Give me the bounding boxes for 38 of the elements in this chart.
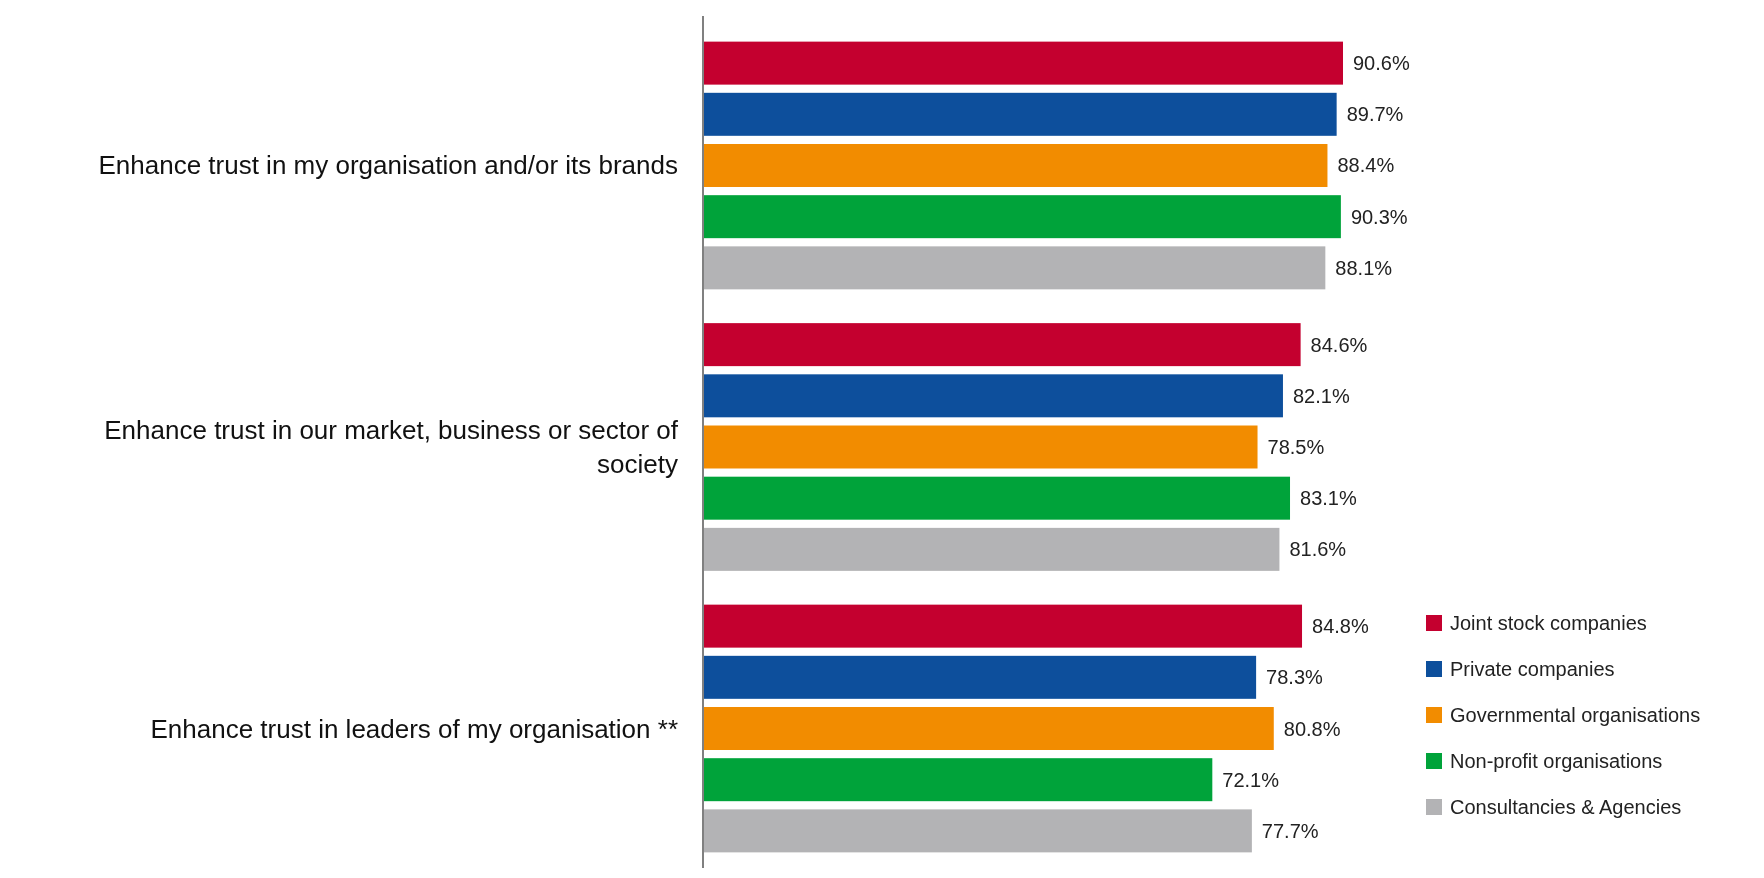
data-label: 77.7% — [1261, 819, 1319, 842]
data-label: 82.1% — [1292, 384, 1350, 407]
data-label: 90.6% — [1353, 52, 1410, 75]
data-label: 89.7% — [1346, 103, 1404, 126]
data-label: 88.4% — [1337, 154, 1395, 177]
legend-label: Private companies — [1450, 658, 1615, 680]
legend-label: Joint stock companies — [1450, 612, 1647, 634]
data-label: 88.1% — [1335, 256, 1393, 279]
bar — [703, 323, 1301, 367]
data-label: 84.6% — [1310, 333, 1368, 356]
bar — [703, 195, 1341, 239]
bar — [703, 92, 1337, 136]
bar — [703, 246, 1326, 290]
y-tick-label: Enhance trust in leaders of my organisation ** — [150, 713, 678, 744]
bar — [703, 41, 1343, 85]
bar — [703, 476, 1291, 520]
data-label: 90.3% — [1350, 205, 1408, 228]
legend-label: Non-profit organisations — [1450, 750, 1663, 772]
bar — [703, 655, 1257, 699]
y-tick-label: Enhance trust in our market, business or sector of society — [104, 415, 679, 479]
legend-label: Governmental organisations — [1450, 704, 1701, 726]
bar — [703, 758, 1213, 802]
data-label: 81.6% — [1289, 538, 1347, 561]
data-label: 78.5% — [1267, 436, 1325, 458]
bar — [703, 809, 1252, 853]
bar — [703, 527, 1280, 571]
data-label: 80.8% — [1283, 717, 1341, 740]
data-label: 84.8% — [1312, 615, 1369, 638]
data-label: 83.1% — [1300, 487, 1357, 510]
legend-label: Consultancies & Agencies — [1450, 796, 1682, 818]
bar — [703, 144, 1328, 187]
bar — [703, 707, 1274, 750]
bar — [703, 425, 1258, 469]
data-label: 78.3% — [1266, 666, 1324, 689]
y-tick-label: Enhance trust in my organisation and/or its brands — [98, 150, 678, 181]
data-label: 72.1% — [1222, 768, 1280, 791]
bar — [703, 604, 1303, 648]
bar — [703, 374, 1283, 418]
